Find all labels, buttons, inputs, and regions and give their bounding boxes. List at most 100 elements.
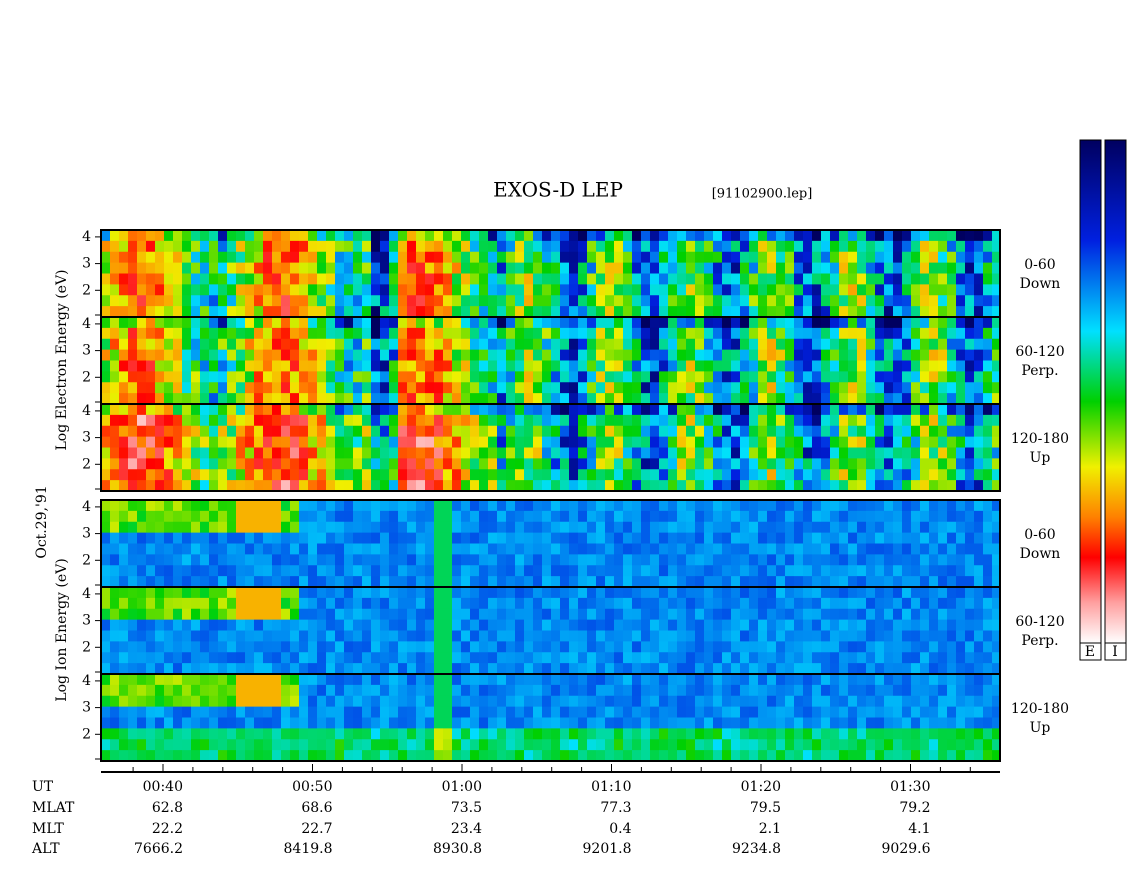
spectrogram-cell <box>119 717 128 729</box>
spectrogram-cell <box>191 317 200 329</box>
spectrogram-cell <box>353 554 362 566</box>
spectrogram-cell <box>587 306 596 318</box>
spectrogram-cell <box>749 338 758 351</box>
spectrogram-cell <box>758 262 767 274</box>
spectrogram-cell <box>452 382 461 394</box>
spectrogram-cell <box>551 371 560 383</box>
spectrogram-cell <box>803 262 812 274</box>
spectrogram-cell <box>146 371 155 383</box>
spectrogram-cell <box>983 576 992 588</box>
spectrogram-cell <box>344 447 353 459</box>
spectrogram-cell <box>839 458 848 470</box>
spectrogram-cell <box>119 674 128 686</box>
spectrogram-cell <box>263 273 272 285</box>
spectrogram-cell <box>200 619 209 631</box>
spectrogram-cell <box>290 425 299 438</box>
spectrogram-cell <box>686 295 695 307</box>
spectrogram-cell <box>515 608 524 621</box>
spectrogram-cell <box>803 717 812 729</box>
spectrogram-cell <box>362 597 371 610</box>
spectrogram-cell <box>218 750 227 762</box>
spectrogram-cell <box>533 728 542 740</box>
spectrogram-cell <box>587 414 596 427</box>
spectrogram-cell <box>416 597 425 610</box>
spectrogram-cell <box>119 360 128 372</box>
spectrogram-cell <box>839 251 848 264</box>
spectrogram-cell <box>119 480 128 492</box>
spectrogram-cell <box>515 371 524 383</box>
spectrogram-cell <box>407 521 416 534</box>
spectrogram-cell <box>758 327 767 340</box>
spectrogram-cell <box>749 436 758 448</box>
spectrogram-cell <box>236 338 245 351</box>
spectrogram-cell <box>110 327 119 340</box>
spectrogram-cell <box>137 306 146 318</box>
spectrogram-cell <box>920 597 929 610</box>
spectrogram-cell <box>560 230 569 242</box>
spectrogram-cell <box>488 619 497 631</box>
spectrogram-cell <box>929 565 938 577</box>
spectrogram-cell <box>506 750 515 762</box>
spectrogram-cell <box>479 510 488 523</box>
spectrogram-cell <box>911 360 920 372</box>
spectrogram-cell <box>245 750 254 762</box>
spectrogram-cell <box>938 543 947 555</box>
spectrogram-cell <box>641 739 650 751</box>
spectrogram-cell <box>785 739 794 751</box>
spectrogram-cell <box>299 349 308 361</box>
spectrogram-cell <box>830 458 839 470</box>
spectrogram-cell <box>551 521 560 534</box>
spectrogram-cell <box>902 425 911 438</box>
spectrogram-cell <box>209 382 218 394</box>
spectrogram-cell <box>425 500 434 512</box>
spectrogram-cell <box>497 500 506 512</box>
spectrogram-cell <box>101 251 110 264</box>
spectrogram-cell <box>236 317 245 329</box>
spectrogram-cell <box>848 414 857 427</box>
spectrogram-cell <box>173 436 182 448</box>
spectrogram-cell <box>785 663 794 675</box>
spectrogram-cell <box>605 480 614 492</box>
spectrogram-cell <box>128 554 137 566</box>
spectrogram-cell <box>200 338 209 351</box>
spectrogram-cell <box>632 706 641 718</box>
spectrogram-cell <box>299 717 308 729</box>
spectrogram-cell <box>119 371 128 383</box>
spectrogram-cell <box>758 306 767 318</box>
spectrogram-cell <box>389 480 398 492</box>
spectrogram-cell <box>677 371 686 383</box>
spectrogram-cell <box>155 447 164 459</box>
spectrogram-cell <box>560 728 569 740</box>
spectrogram-cell <box>335 306 344 318</box>
spectrogram-cell <box>416 521 425 534</box>
spectrogram-cell <box>533 404 542 416</box>
spectrogram-cell <box>389 469 398 481</box>
spectrogram-cell <box>326 652 335 664</box>
spectrogram-cell <box>263 641 272 653</box>
spectrogram-cell <box>551 425 560 438</box>
spectrogram-cell <box>101 240 110 253</box>
spectrogram-cell <box>380 565 389 577</box>
spectrogram-cell <box>974 273 983 285</box>
spectrogram-cell <box>560 360 569 372</box>
spectrogram-cell <box>146 273 155 285</box>
spectrogram-cell <box>587 251 596 264</box>
spectrogram-cell <box>677 295 686 307</box>
spectrogram-cell <box>344 565 353 577</box>
spectrogram-cell <box>767 521 776 534</box>
spectrogram-cell <box>776 251 785 264</box>
spectrogram-cell <box>128 728 137 740</box>
spectrogram-cell <box>254 684 263 697</box>
spectrogram-cell <box>650 521 659 534</box>
spectrogram-cell <box>371 404 380 416</box>
spectrogram-cell <box>533 425 542 438</box>
spectrogram-cell <box>830 425 839 438</box>
spectrogram-cell <box>713 393 722 405</box>
spectrogram-cell <box>110 521 119 534</box>
spectrogram-cell <box>389 674 398 686</box>
spectrogram-cell <box>461 349 470 361</box>
spectrogram-cell <box>191 641 200 653</box>
spectrogram-cell <box>218 240 227 253</box>
spectrogram-cell <box>326 251 335 264</box>
spectrogram-cell <box>299 500 308 512</box>
